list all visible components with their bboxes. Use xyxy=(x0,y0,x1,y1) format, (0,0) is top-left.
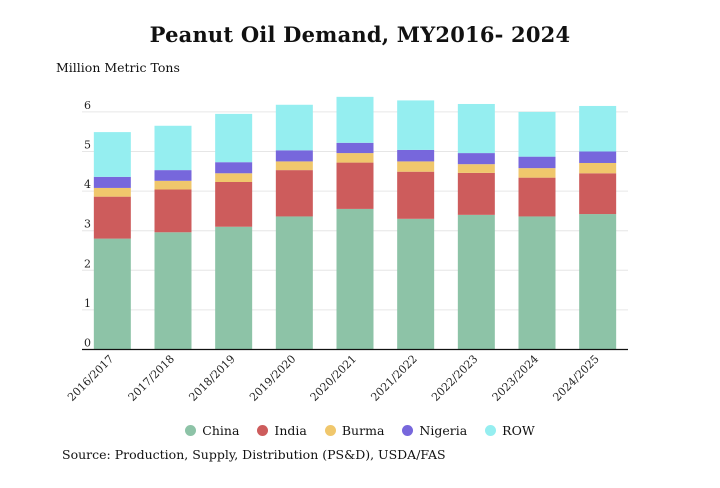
x-tick-label: 2020/2021 xyxy=(308,352,359,403)
x-tick-label: 2016/2017 xyxy=(65,352,116,403)
y-tick-label: 6 xyxy=(84,99,91,112)
bar-segment-china xyxy=(336,208,374,350)
bar-segment-china xyxy=(154,232,192,350)
legend-label: China xyxy=(202,423,240,438)
bar-segment-row xyxy=(336,96,374,143)
bar-segment-burma xyxy=(336,153,374,163)
x-tick-label: 2021/2022 xyxy=(368,352,419,403)
x-tick-labels: 2016/2017 2017/2018 2018/2019 2019/2020 2020… xyxy=(65,352,602,403)
legend-item-india: India xyxy=(257,423,307,438)
bar-stacks xyxy=(93,96,617,350)
bar-segment-india xyxy=(397,171,435,219)
y-tick-label: 1 xyxy=(84,297,91,310)
bar-segment-row xyxy=(457,103,495,154)
y-axis-label: Million Metric Tons xyxy=(56,60,180,75)
legend-item-nigeria: Nigeria xyxy=(402,423,467,438)
x-tick-label: 2018/2019 xyxy=(186,352,237,403)
y-tick-label: 3 xyxy=(84,218,91,231)
bar-segment-china xyxy=(215,226,253,350)
y-tick-label: 5 xyxy=(84,139,91,152)
bar-segment-china xyxy=(93,238,131,350)
legend-label: ROW xyxy=(502,423,535,438)
bar-segment-burma xyxy=(215,173,253,182)
x-tick-label: 2022/2023 xyxy=(429,352,480,403)
bar-segment-nigeria xyxy=(215,162,253,174)
legend-item-china: China xyxy=(185,423,239,438)
legend-swatch xyxy=(402,425,414,436)
bar-segment-burma xyxy=(579,162,617,174)
legend-label: India xyxy=(274,423,307,438)
y-tick-labels: 0 1 2 3 4 5 6 xyxy=(84,99,91,350)
bar-segment-burma xyxy=(518,168,556,178)
bar-segment-india xyxy=(579,173,617,215)
bar-segment-nigeria xyxy=(518,156,556,169)
bar-segment-burma xyxy=(93,187,131,197)
bar-segment-row xyxy=(215,113,253,163)
bar-segment-china xyxy=(457,214,495,350)
bar-segment-burma xyxy=(397,161,435,172)
legend-swatch xyxy=(324,425,336,436)
chart-title: Peanut Oil Demand, MY2016- 2024 xyxy=(149,22,571,47)
legend-swatch xyxy=(485,425,497,436)
bar-segment-india xyxy=(215,181,253,227)
bar-segment-nigeria xyxy=(154,170,192,181)
bar-segment-india xyxy=(154,189,192,233)
legend-label: Nigeria xyxy=(419,423,468,438)
x-tick-label: 2017/2018 xyxy=(126,352,177,403)
legend: China India Burma Nigeria ROW xyxy=(0,423,720,438)
bar-segment-nigeria xyxy=(579,151,617,163)
bar-segment-india xyxy=(457,172,495,215)
y-tick-label: 0 xyxy=(84,337,91,350)
y-tick-label: 4 xyxy=(84,178,91,191)
bar-segment-nigeria xyxy=(457,153,495,165)
legend-item-burma: Burma xyxy=(324,423,385,438)
bar-segment-row xyxy=(154,125,192,171)
source-note: Source: Production, Supply, Distribution… xyxy=(62,447,446,462)
x-tick-label: 2019/2020 xyxy=(247,352,298,403)
bar-segment-china xyxy=(275,216,313,350)
bar-segment-india xyxy=(336,162,374,209)
bar-segment-nigeria xyxy=(397,149,435,162)
bar-segment-row xyxy=(397,100,435,150)
x-tick-label: 2024/2025 xyxy=(550,352,601,403)
legend-label: Burma xyxy=(341,423,385,438)
bar-segment-china xyxy=(518,216,556,350)
bar-segment-india xyxy=(518,177,556,217)
bar-segment-china xyxy=(579,214,617,350)
bar-segment-burma xyxy=(154,180,192,190)
chart-plot: 0 1 2 3 4 5 6 2016/2017 2017/2018 2018/2019 2019/… xyxy=(65,96,628,404)
bar-segment-row xyxy=(275,104,313,151)
bar-segment-india xyxy=(275,170,313,217)
bar-segment-nigeria xyxy=(336,142,374,154)
bar-segment-row xyxy=(518,111,556,157)
bar-segment-row xyxy=(93,132,131,177)
bar-segment-nigeria xyxy=(275,150,313,162)
legend-swatch xyxy=(257,425,269,436)
legend-item-row: ROW xyxy=(485,423,535,438)
bar-segment-nigeria xyxy=(93,176,131,188)
bar-segment-row xyxy=(579,105,617,152)
bar-segment-burma xyxy=(457,164,495,173)
bar-segment-burma xyxy=(275,161,313,171)
legend-swatch xyxy=(185,425,197,436)
bar-segment-china xyxy=(397,218,435,350)
x-tick-label: 2023/2024 xyxy=(490,352,541,403)
bar-segment-india xyxy=(93,196,131,239)
y-tick-label: 2 xyxy=(84,257,91,270)
